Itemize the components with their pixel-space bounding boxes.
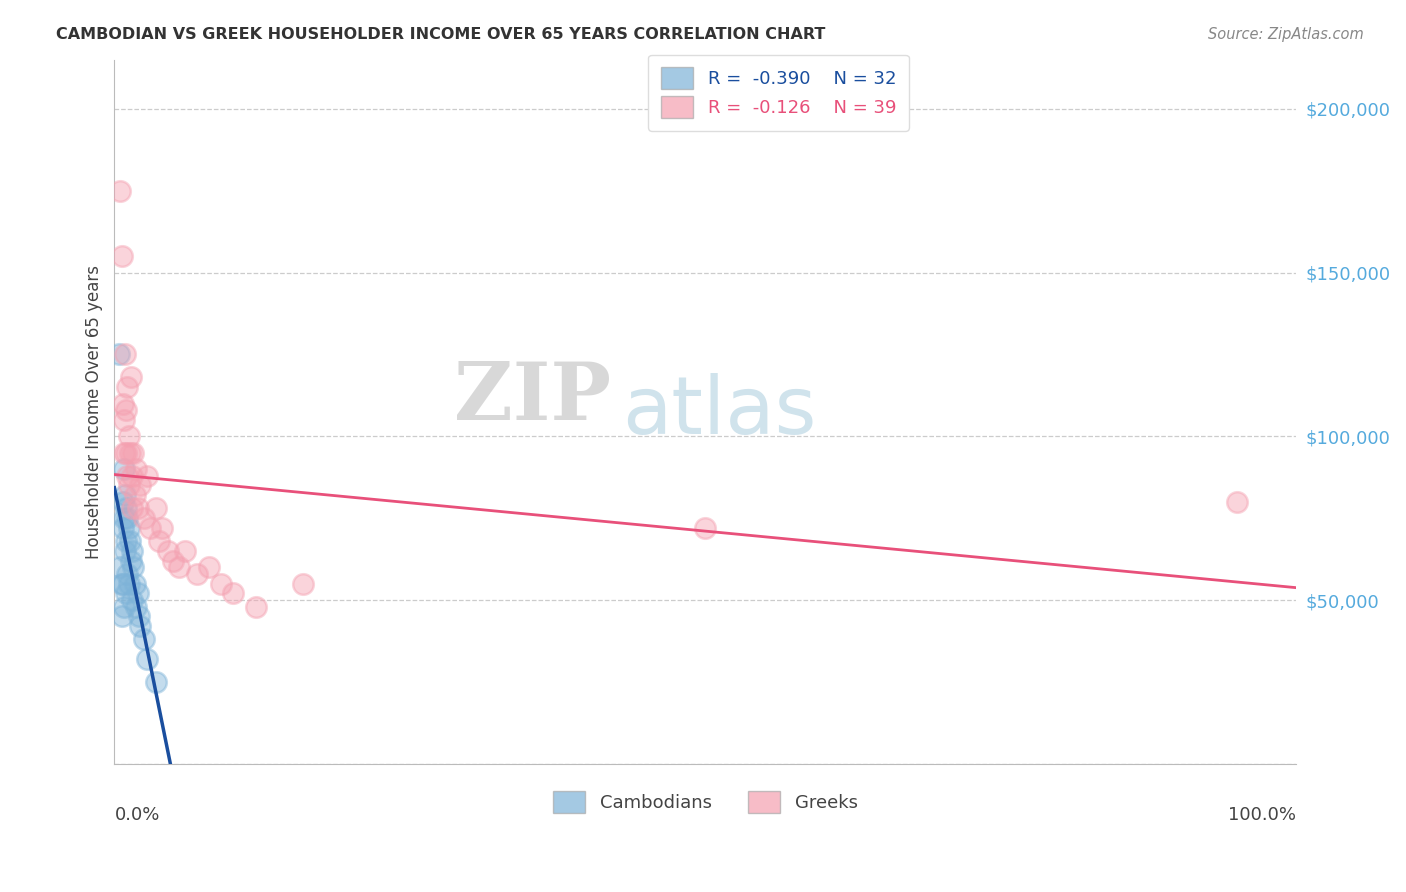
Point: [136, 468, 159, 483]
Point: [110, 609, 132, 624]
Point: [117, 566, 139, 581]
Point: [129, 478, 152, 492]
Point: [117, 468, 139, 483]
Text: Source: ZipAtlas.com: Source: ZipAtlas.com: [1208, 27, 1364, 42]
Point: [125, 599, 148, 614]
Point: [127, 501, 149, 516]
Point: [148, 534, 170, 549]
Point: [128, 609, 150, 624]
Y-axis label: Householder Income Over 65 years: Householder Income Over 65 years: [86, 265, 103, 558]
Point: [121, 501, 143, 516]
Point: [110, 249, 132, 263]
Point: [150, 521, 173, 535]
Point: [121, 593, 143, 607]
Point: [186, 566, 208, 581]
Point: [117, 511, 139, 525]
Point: [110, 184, 132, 198]
Point: [162, 554, 184, 568]
Point: [112, 462, 135, 476]
Point: [115, 586, 138, 600]
Point: [122, 445, 145, 459]
Point: [110, 560, 132, 574]
Point: [145, 501, 167, 516]
Text: atlas: atlas: [623, 373, 817, 450]
Point: [114, 488, 136, 502]
Point: [111, 396, 134, 410]
Point: [209, 576, 232, 591]
Point: [136, 652, 159, 666]
Point: [145, 675, 167, 690]
Point: [132, 632, 155, 647]
Point: [110, 576, 132, 591]
Point: [120, 554, 142, 568]
Point: [115, 534, 138, 549]
Text: 100.0%: 100.0%: [1229, 806, 1296, 824]
Point: [695, 521, 717, 535]
Point: [118, 534, 141, 549]
Point: [169, 560, 191, 574]
Text: 0.0%: 0.0%: [114, 806, 160, 824]
Point: [174, 544, 197, 558]
Point: [117, 576, 139, 591]
Point: [124, 576, 146, 591]
Point: [120, 370, 142, 384]
Legend: Cambodians, Greeks: Cambodians, Greeks: [540, 778, 870, 825]
Point: [122, 560, 145, 574]
Point: [117, 380, 139, 394]
Point: [125, 462, 148, 476]
Point: [156, 544, 179, 558]
Text: CAMBODIAN VS GREEK HOUSEHOLDER INCOME OVER 65 YEARS CORRELATION CHART: CAMBODIAN VS GREEK HOUSEHOLDER INCOME OV…: [56, 27, 825, 42]
Point: [111, 521, 134, 535]
Point: [115, 445, 138, 459]
Point: [132, 511, 155, 525]
Text: ZIP: ZIP: [454, 359, 610, 436]
Point: [112, 599, 135, 614]
Point: [221, 586, 243, 600]
Point: [117, 429, 139, 443]
Point: [118, 445, 141, 459]
Point: [245, 599, 267, 614]
Point: [114, 544, 136, 558]
Point: [108, 347, 131, 361]
Point: [127, 586, 149, 600]
Point: [129, 619, 152, 633]
Point: [292, 576, 315, 591]
Point: [115, 403, 138, 417]
Point: [121, 468, 143, 483]
Point: [112, 413, 135, 427]
Point: [117, 521, 139, 535]
Point: [117, 478, 139, 492]
Point: [111, 576, 134, 591]
Point: [115, 501, 138, 516]
Point: [111, 495, 134, 509]
Point: [124, 488, 146, 502]
Point: [112, 445, 135, 459]
Point: [121, 544, 143, 558]
Point: [198, 560, 221, 574]
Point: [114, 347, 136, 361]
Point: [112, 511, 135, 525]
Point: [1226, 495, 1249, 509]
Point: [139, 521, 162, 535]
